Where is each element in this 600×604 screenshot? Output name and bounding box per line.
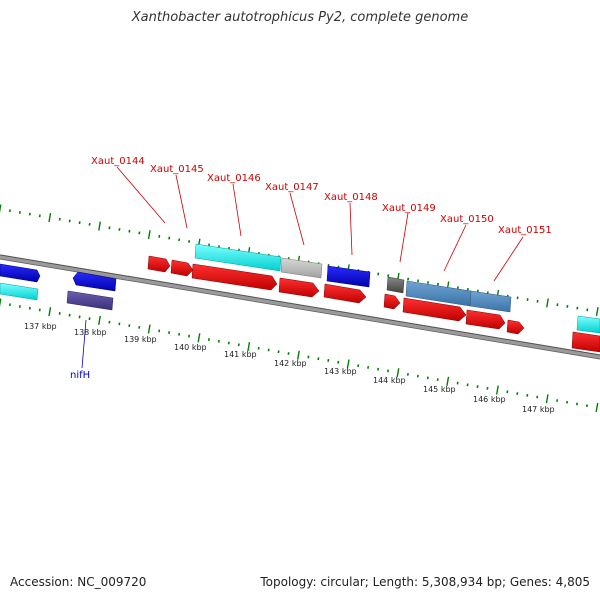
scale-label: 142 kbp [274,359,307,368]
feature-blue-left [0,264,40,282]
scale-label: 145 kbp [423,385,456,394]
scale-label: 143 kbp [324,367,357,376]
scale-label: 140 kbp [174,343,207,352]
major-tick [547,299,549,308]
feature-red-right [572,332,600,352]
gene-label-0148: Xaut_0148 [324,192,378,203]
major-tick [597,307,599,316]
feature-red-0151 [466,310,505,329]
scale-label: 137 kbp [24,322,57,331]
major-tick [596,403,598,412]
accession-text: Accession: NC_009720 [10,575,146,589]
gene-label-0151: Xaut_0151 [498,225,552,236]
feature-steel-0151 [470,291,511,312]
inner-tick-ring [0,299,598,412]
gene-label-0145: Xaut_0145 [150,164,204,175]
scale-label: 146 kbp [473,395,506,404]
major-tick [0,299,1,308]
feature-red-small-right [507,320,524,334]
feature-red-0148 [324,284,366,303]
major-tick [497,386,499,395]
scale-label: 141 kbp [224,350,257,359]
scale-label: 147 kbp [522,405,555,414]
topology-text: Topology: circular; Length: 5,308,934 bp… [260,575,590,589]
major-tick [99,222,101,231]
feature-cyan-right [577,316,600,333]
feature-red-a [148,256,170,272]
major-tick [49,213,51,222]
major-tick [546,394,548,403]
feature-red-0149 [384,294,400,309]
scale-label: 139 kbp [124,335,157,344]
major-tick [148,325,150,334]
gene-label-0149: Xaut_0149 [382,203,436,214]
major-tick [99,316,101,325]
feature-red-0147 [279,278,319,297]
gene-label-0144: Xaut_0144 [91,156,145,167]
gene-label-0150: Xaut_0150 [440,214,494,225]
feature-red-b [171,260,193,276]
major-tick [198,333,200,342]
map-title: Xanthobacter autotrophicus Py2, complete… [0,10,600,25]
major-tick [49,307,51,316]
gene-label-0146: Xaut_0146 [207,173,261,184]
feature-navy-nifH [67,291,113,310]
scale-label: 144 kbp [373,376,406,385]
major-tick [149,230,151,239]
feature-cyan-left [0,283,38,300]
gene-label-nifH: nifH [70,370,90,381]
scale-label: 138 kbp [74,328,107,337]
gene-labels: Xaut_0144 Xaut_0145 Xaut_0146 Xaut_0147 … [91,156,552,236]
feature-darkgray-0149 [387,277,404,293]
feature-gray-0147 [281,258,322,278]
feature-blue-0148 [327,266,370,287]
major-tick [0,205,1,214]
gene-label-0147: Xaut_0147 [265,182,319,193]
